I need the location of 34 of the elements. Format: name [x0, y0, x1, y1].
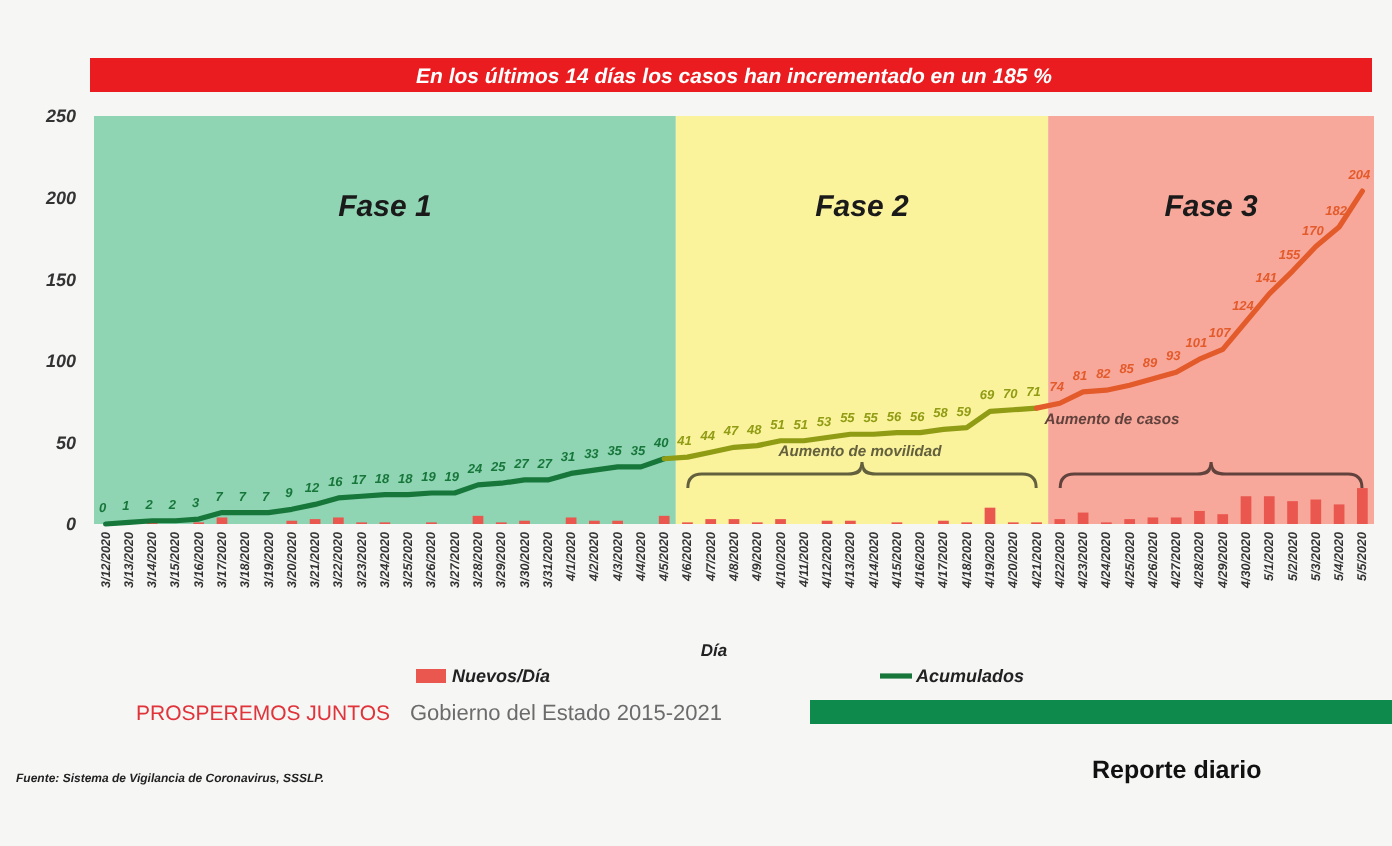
x-axis-title: Día: [700, 640, 728, 660]
bar: [1147, 517, 1159, 524]
y-tick-label: 250: [43, 106, 76, 127]
band-label: Fase 1: [338, 190, 432, 224]
y-tick-label: 100: [45, 351, 76, 372]
bar: [1194, 510, 1205, 524]
y-tick-label: 200: [43, 187, 76, 208]
bar: [1310, 499, 1322, 524]
line-series: [103, 456, 667, 527]
legend-label: Acumulados: [914, 666, 1025, 687]
bar: [1240, 496, 1252, 524]
text: PROSPEREMOS JUNTOS: [136, 702, 390, 726]
bar: [1217, 514, 1229, 524]
bar: [984, 507, 996, 524]
bar: [658, 515, 670, 524]
text: Reporte diario: [1092, 756, 1263, 784]
y-tick-label: 50: [55, 432, 76, 453]
bar: [1077, 512, 1089, 524]
bar: [1333, 504, 1345, 524]
bar: [216, 517, 228, 524]
bar: [1287, 501, 1298, 524]
legend-label: Nuevos/Día: [452, 666, 551, 687]
chart-title: En los últimos 14 días los casos han incrementado en un 185 %: [415, 65, 1054, 89]
band-label: Fase 3: [1164, 190, 1260, 224]
text: Gobierno del Estado 2015-2021: [410, 702, 722, 726]
band-label: Fase 2: [815, 190, 911, 224]
bar: [1263, 496, 1275, 524]
bar: [1170, 517, 1182, 524]
bar: [472, 515, 484, 524]
bar: [565, 517, 577, 524]
y-tick-label: 0: [65, 514, 76, 535]
bar: [1357, 488, 1368, 524]
bar: [333, 517, 344, 524]
y-tick-label: 150: [45, 269, 76, 290]
